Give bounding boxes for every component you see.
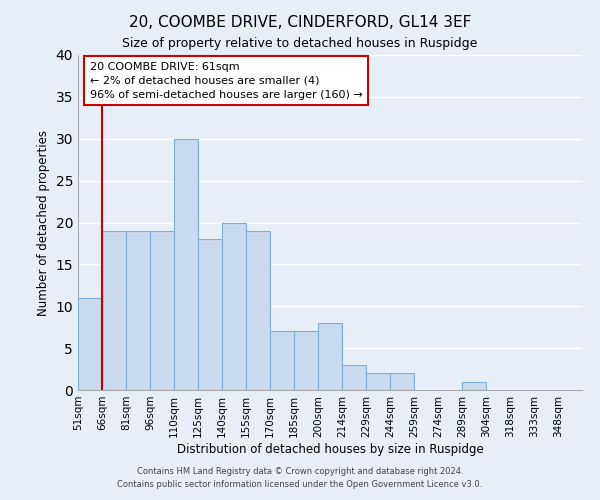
Bar <box>78 298 102 390</box>
Bar <box>366 373 390 390</box>
Bar <box>174 138 198 390</box>
Bar <box>318 323 342 390</box>
Bar <box>126 231 150 390</box>
Text: 20 COOMBE DRIVE: 61sqm
← 2% of detached houses are smaller (4)
96% of semi-detac: 20 COOMBE DRIVE: 61sqm ← 2% of detached … <box>90 62 363 100</box>
Bar <box>342 365 366 390</box>
X-axis label: Distribution of detached houses by size in Ruspidge: Distribution of detached houses by size … <box>176 442 484 456</box>
Text: 20, COOMBE DRIVE, CINDERFORD, GL14 3EF: 20, COOMBE DRIVE, CINDERFORD, GL14 3EF <box>129 15 471 30</box>
Y-axis label: Number of detached properties: Number of detached properties <box>37 130 50 316</box>
Bar <box>294 332 318 390</box>
Bar <box>222 222 246 390</box>
Bar <box>246 231 270 390</box>
Bar <box>390 373 414 390</box>
Text: Contains HM Land Registry data © Crown copyright and database right 2024.
Contai: Contains HM Land Registry data © Crown c… <box>118 468 482 489</box>
Bar <box>270 332 294 390</box>
Bar <box>198 240 222 390</box>
Bar <box>102 231 126 390</box>
Text: Size of property relative to detached houses in Ruspidge: Size of property relative to detached ho… <box>122 38 478 51</box>
Bar <box>150 231 174 390</box>
Bar <box>462 382 486 390</box>
